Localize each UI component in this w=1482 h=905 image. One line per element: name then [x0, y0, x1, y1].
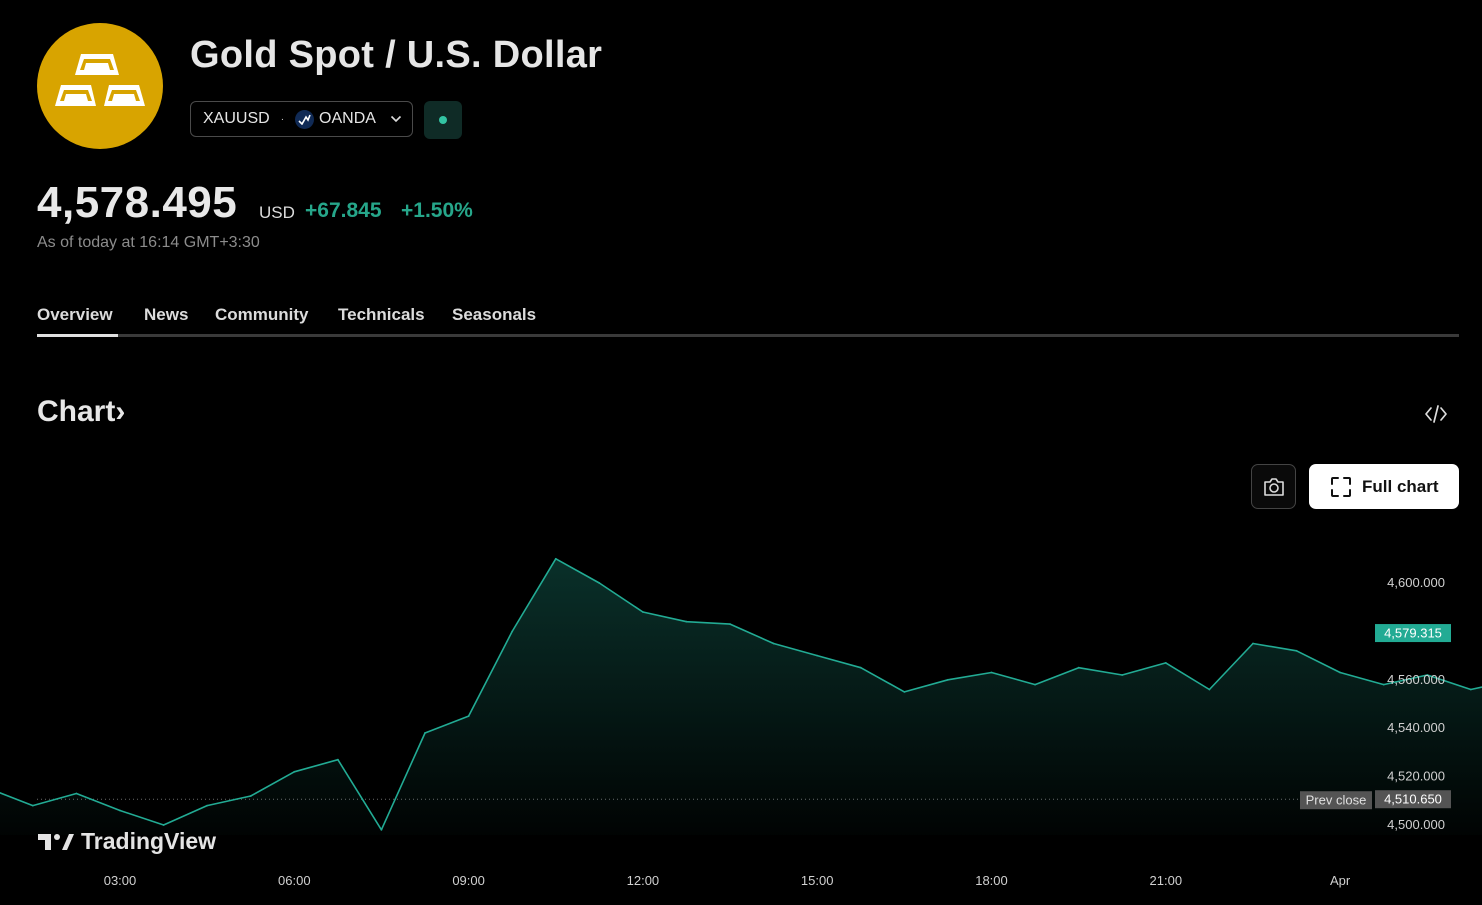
price-point-14 [598, 582, 601, 584]
price-point-33 [1426, 674, 1429, 676]
x-tick-label: Apr [1330, 873, 1351, 888]
prev-close-value-badge [1375, 790, 1451, 809]
exchange-name: OANDA [319, 110, 376, 127]
price-point-12 [511, 630, 514, 633]
price-point-20 [859, 666, 862, 669]
price-point-9 [380, 828, 383, 831]
y-tick-label: 4,560.000 [1387, 672, 1445, 687]
full-chart-label: Full chart [1362, 476, 1439, 496]
x-tick-label: 18:00 [975, 873, 1008, 888]
prev-close-tag-label: Prev close [1306, 793, 1367, 808]
prev-close-tag [1300, 791, 1372, 810]
tradingview-logo: TradingView [38, 828, 216, 855]
price-point-5 [206, 804, 209, 807]
x-tick-label: 12:00 [627, 873, 660, 888]
gold-bars-icon [55, 54, 145, 106]
tab-underline-track [37, 334, 1459, 337]
price-point-7 [293, 770, 296, 773]
price-point-29 [1252, 642, 1254, 645]
price-point-8 [337, 758, 339, 761]
price-point-26 [1121, 674, 1124, 676]
price-change-percent: +1.50% [401, 199, 473, 222]
last-price-badge-label: 4,579.315 [1384, 626, 1442, 641]
chevron-down-icon [390, 115, 402, 123]
y-tick-label: 4,500.000 [1387, 817, 1445, 832]
price-point-10 [424, 732, 426, 734]
price-point-4 [162, 824, 165, 826]
price-point-2 [75, 792, 78, 795]
market-status-button[interactable] [424, 101, 462, 139]
price-chart[interactable]: 4,500.000 4,520.000 4,540.000 4,560.000 4,60… [0, 520, 1482, 905]
x-tick-label: 15:00 [801, 873, 834, 888]
tradingview-icon [38, 833, 74, 850]
gold-logo [37, 23, 163, 149]
price-point-25 [1077, 666, 1080, 669]
price-point-18 [772, 642, 775, 645]
tab-community[interactable]: Community [215, 305, 309, 324]
price-point-22 [947, 678, 949, 681]
symbol-ticker: XAUUSD [203, 110, 270, 127]
chevron-right-icon: › [115, 395, 126, 428]
camera-icon [1263, 477, 1284, 496]
symbol-separator: · [280, 113, 285, 125]
full-chart-button[interactable]: Full chart [1309, 464, 1459, 509]
x-tick-label: 03:00 [104, 873, 137, 888]
symbol-selector[interactable]: XAUUSD · OANDA [190, 101, 413, 137]
tab-overview[interactable]: Overview [37, 305, 113, 324]
x-tick-label: 09:00 [452, 873, 485, 888]
x-tick-label: 06:00 [278, 873, 311, 888]
tradingview-wordmark: TradingView [81, 828, 217, 854]
price-point-3 [119, 809, 121, 812]
price-point-21 [903, 691, 906, 693]
quote-timestamp: As of today at 16:14 GMT+3:30 [37, 234, 260, 251]
page-title: Gold Spot / U.S. Dollar [190, 34, 603, 76]
tab-news[interactable]: News [144, 305, 189, 324]
price-point-24 [1034, 683, 1036, 686]
oanda-icon [295, 109, 315, 129]
price-currency: USD [259, 203, 295, 222]
x-tick-label: 21:00 [1150, 873, 1183, 888]
price-point-13 [554, 557, 557, 560]
price-point-16 [685, 620, 688, 623]
price-point-19 [816, 654, 819, 657]
chart-section-title: Chart [37, 395, 116, 428]
price-point-31 [1339, 671, 1341, 674]
price-point-17 [729, 623, 731, 625]
snapshot-button[interactable] [1251, 464, 1296, 509]
y-tick-label: 4,520.000 [1387, 769, 1445, 784]
price-point-27 [1164, 662, 1167, 664]
price-point-34 [1469, 688, 1472, 691]
chart-section-link[interactable]: Chart› [37, 395, 125, 429]
price-point-30 [1295, 649, 1298, 652]
tab-active-indicator [37, 334, 118, 337]
last-price-badge [1375, 624, 1451, 643]
y-tick-label: 4,600.000 [1387, 575, 1445, 590]
y-tick-label: 4,540.000 [1387, 720, 1445, 735]
price-point-32 [1382, 683, 1385, 686]
price-point-23 [990, 671, 993, 674]
embed-code-icon[interactable] [1424, 404, 1448, 429]
prev-close-value-label: 4,510.650 [1384, 792, 1442, 807]
market-open-dot-icon [439, 116, 447, 124]
price-change: +67.845 [305, 199, 382, 222]
price-point-1 [31, 804, 34, 807]
tab-seasonals[interactable]: Seasonals [452, 305, 537, 324]
fullscreen-icon [1331, 476, 1351, 497]
price-area-fill [0, 558, 1482, 835]
price-point-15 [642, 611, 644, 613]
price-point-28 [1208, 688, 1211, 691]
price-point-6 [249, 795, 252, 797]
last-price: 4,578.495 [37, 178, 238, 227]
tab-technicals[interactable]: Technicals [338, 305, 425, 324]
price-point-11 [467, 715, 470, 717]
